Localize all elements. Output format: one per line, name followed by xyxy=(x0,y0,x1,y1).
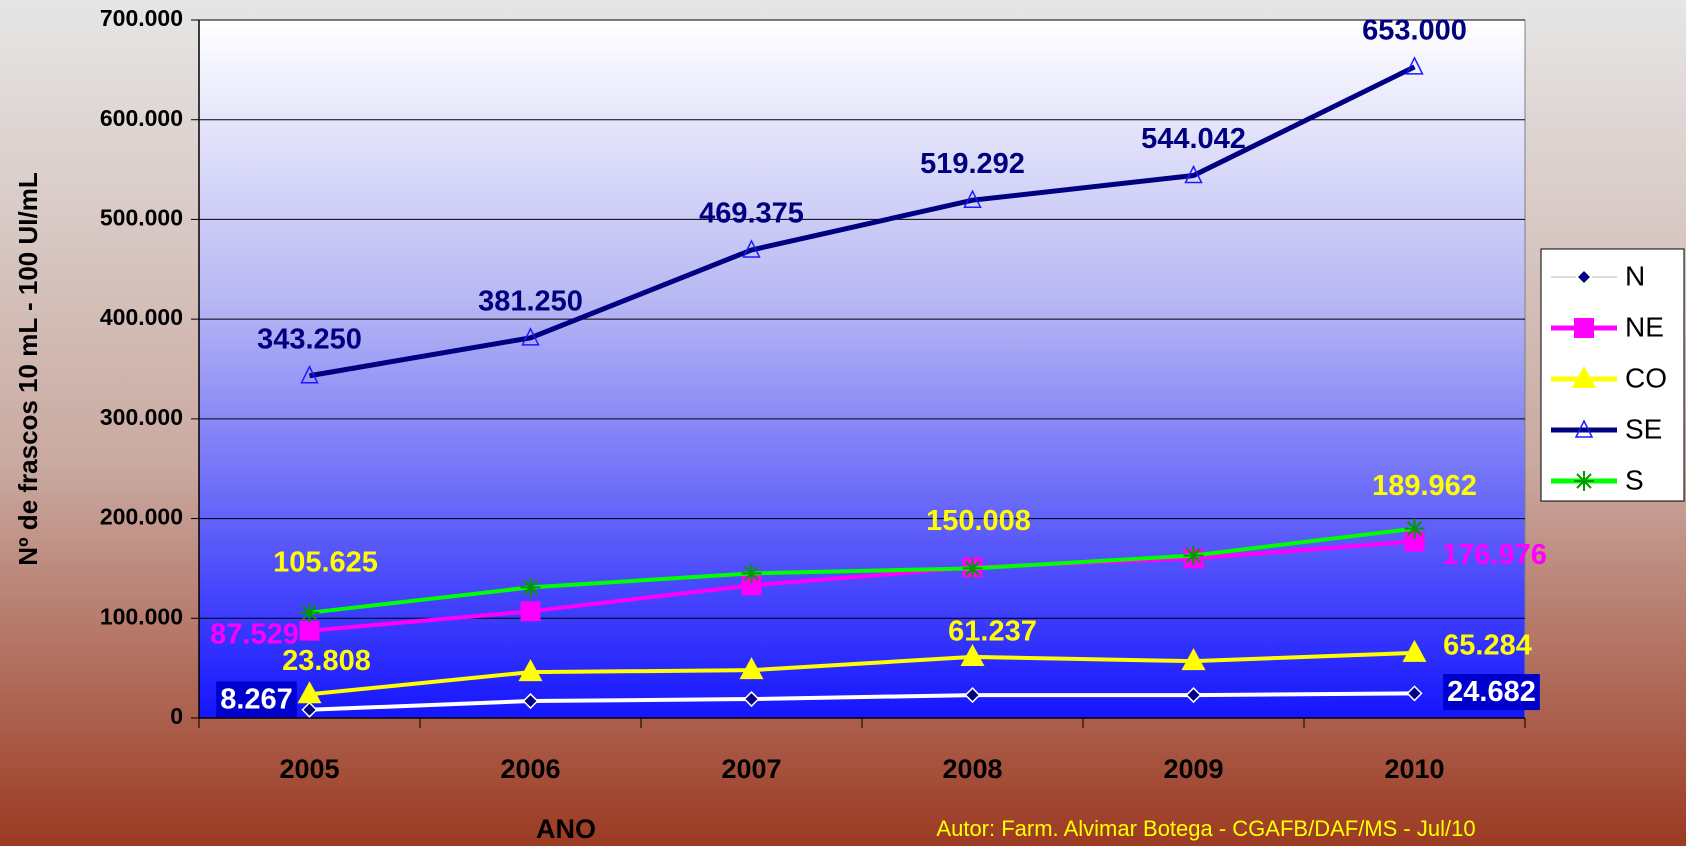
marker xyxy=(301,701,318,718)
marker xyxy=(1575,268,1593,286)
marker xyxy=(522,692,539,710)
x-tick-label: 2010 xyxy=(1384,754,1444,784)
footnote: Autor: Farm. Alvimar Botega - CGAFB/DAF/… xyxy=(936,816,1475,841)
data-label-box xyxy=(1443,674,1540,711)
marker xyxy=(1404,518,1425,539)
data-label: 8.267 xyxy=(220,683,293,715)
series-line xyxy=(309,64,1416,379)
legend-label: N xyxy=(1625,260,1645,291)
marker xyxy=(1405,56,1424,75)
marker xyxy=(1574,419,1594,438)
marker xyxy=(742,239,761,258)
marker xyxy=(743,690,760,708)
data-label: 105.625 xyxy=(273,546,378,578)
legend: N NE CO SE S xyxy=(1540,248,1685,502)
data-label: 544.042 xyxy=(1141,123,1246,155)
y-tick-label: 400.000 xyxy=(100,304,183,330)
marker xyxy=(299,620,320,641)
marker xyxy=(960,643,985,666)
x-tick-label: 2009 xyxy=(1163,754,1223,784)
marker xyxy=(1404,531,1425,552)
legend-label: NE xyxy=(1625,311,1664,342)
marker xyxy=(1574,318,1594,338)
marker xyxy=(1402,639,1427,662)
y-tick-label: 300.000 xyxy=(100,404,183,430)
y-axis-label: Nº de frascos 10 mL - 100 UI/mL xyxy=(13,172,43,566)
marker xyxy=(1185,687,1202,704)
series-line xyxy=(309,650,1415,697)
data-label: 24.682 xyxy=(1447,676,1536,708)
marker xyxy=(962,558,983,579)
data-label: 189.962 xyxy=(1372,470,1477,502)
marker xyxy=(963,189,982,208)
y-tick-label: 0 xyxy=(170,703,183,729)
plot-area xyxy=(198,19,1526,719)
series-line xyxy=(309,526,1415,615)
marker xyxy=(521,327,540,346)
data-label: 61.237 xyxy=(948,616,1037,648)
data-label: 23.808 xyxy=(282,645,371,677)
data-label: 469.375 xyxy=(699,198,804,230)
data-label: 519.292 xyxy=(920,148,1025,180)
marker xyxy=(1183,545,1204,566)
y-tick-label: 500.000 xyxy=(100,205,183,231)
x-tick-label: 2006 xyxy=(500,754,560,784)
x-tick-label: 2005 xyxy=(279,754,339,784)
marker xyxy=(739,657,764,680)
x-tick-label: 2008 xyxy=(942,754,1002,784)
x-tick-label: 2007 xyxy=(721,754,781,784)
data-label: 176.976 xyxy=(1442,539,1547,571)
marker xyxy=(1184,164,1203,184)
data-label: 381.250 xyxy=(478,285,583,317)
marker xyxy=(520,577,541,598)
marker xyxy=(300,365,319,384)
data-label: 150.008 xyxy=(926,505,1031,537)
marker xyxy=(964,687,981,704)
data-label: 343.250 xyxy=(257,323,362,355)
data-label: 653.000 xyxy=(1362,15,1467,47)
marker xyxy=(1572,366,1596,388)
marker xyxy=(520,601,541,622)
series-line xyxy=(309,539,1415,633)
y-tick-label: 700.000 xyxy=(100,5,183,31)
marker xyxy=(299,602,320,623)
series-line xyxy=(309,691,1415,712)
y-tick-label: 200.000 xyxy=(100,504,183,530)
marker xyxy=(741,575,762,596)
legend-label: S xyxy=(1625,464,1644,495)
marker xyxy=(297,681,322,704)
marker xyxy=(1181,648,1206,671)
data-label: 65.284 xyxy=(1443,630,1532,662)
legend-box xyxy=(1540,248,1685,502)
marker xyxy=(518,659,543,682)
y-tick-label: 600.000 xyxy=(100,105,183,131)
data-label-box xyxy=(216,681,297,718)
marker xyxy=(741,563,762,584)
legend-label: CO xyxy=(1625,362,1667,393)
data-label: 87.529 xyxy=(210,618,299,650)
x-axis-label: ANO xyxy=(536,814,596,844)
marker xyxy=(1406,685,1423,702)
legend-label: SE xyxy=(1625,413,1662,444)
y-tick-label: 100.000 xyxy=(100,603,183,629)
marker xyxy=(1574,471,1594,491)
